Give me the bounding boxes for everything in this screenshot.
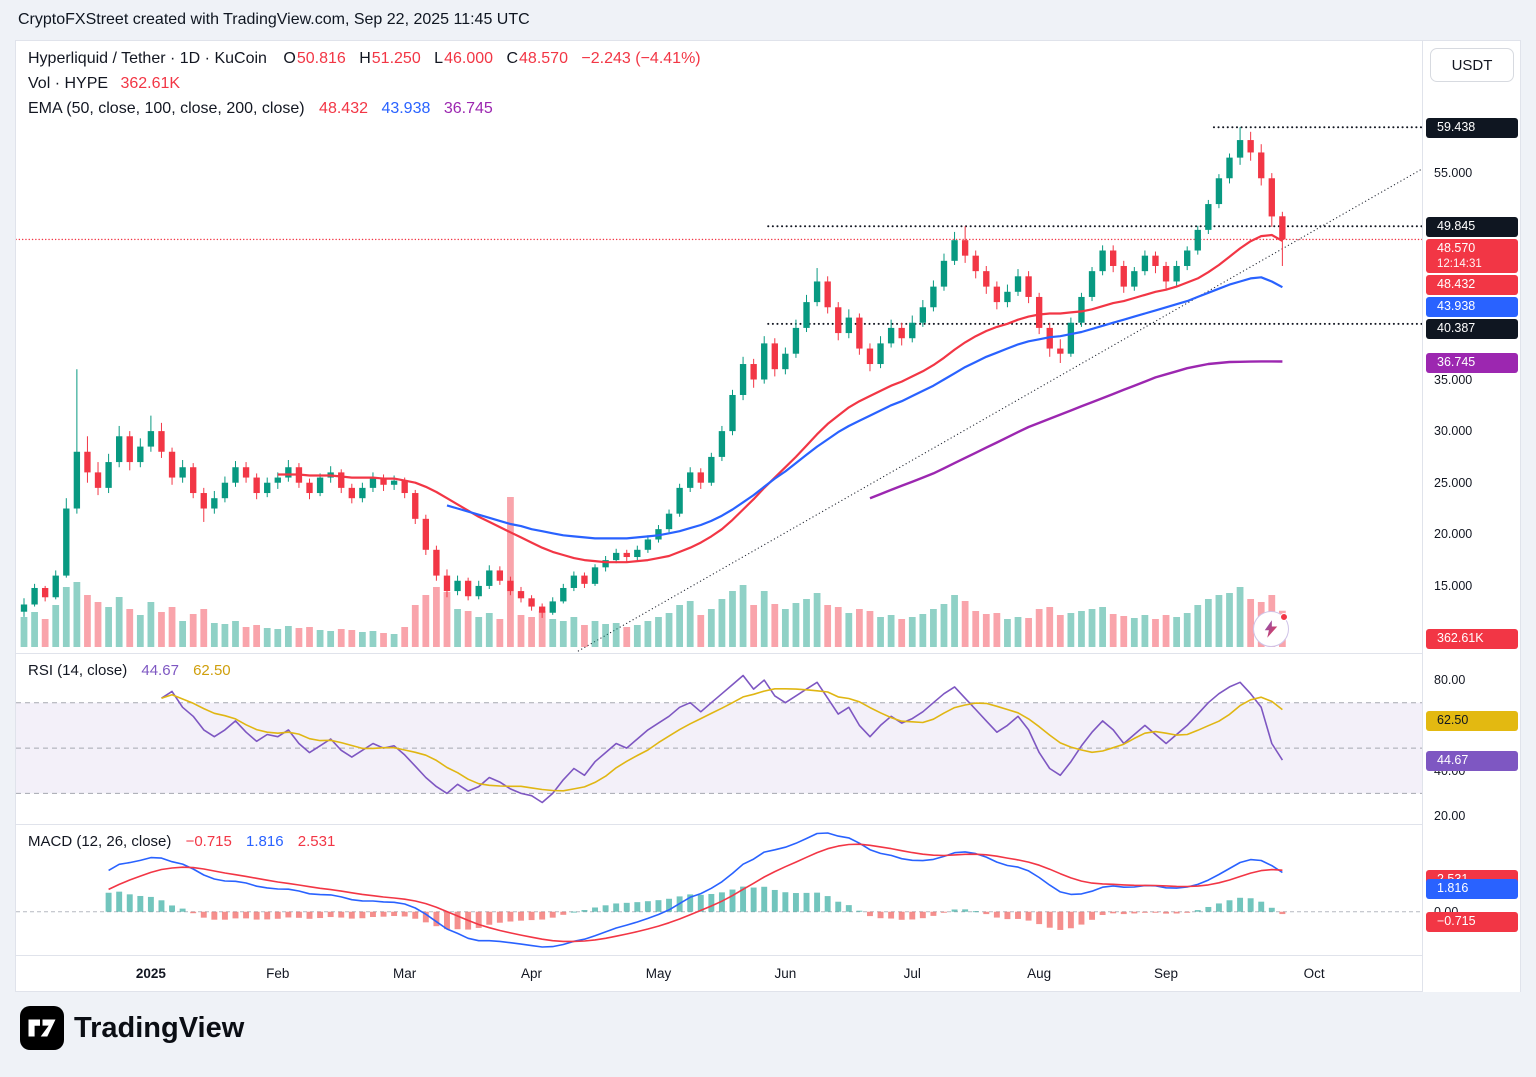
- axis-badge: 40.387: [1426, 319, 1518, 340]
- chart-card: Hyperliquid / Tether · 1D · KuCoin O50.8…: [15, 40, 1521, 992]
- axis-tick: 55.000: [1434, 166, 1473, 181]
- high-value: 51.250: [371, 50, 421, 67]
- axis-tick: 15.000: [1434, 578, 1473, 593]
- flash-boost-button[interactable]: [1253, 611, 1289, 647]
- time-label: Oct: [1303, 966, 1325, 981]
- symbol-title: Hyperliquid / Tether · 1D · KuCoin: [28, 50, 267, 67]
- time-label: Feb: [266, 966, 290, 981]
- volume-label: Vol · HYPE: [28, 75, 109, 92]
- axis-badge: 59.438: [1426, 118, 1518, 139]
- ema50-value: 48.432: [319, 100, 368, 117]
- axis-badge: 362.61K: [1426, 629, 1518, 649]
- time-label: May: [645, 966, 672, 981]
- axis-tick: 25.000: [1434, 475, 1473, 490]
- open-label: O: [283, 50, 296, 67]
- time-axis[interactable]: 2025 Feb Mar Apr May Jun Jul Aug Sep Oct: [16, 955, 1422, 992]
- close-label: C: [506, 50, 519, 67]
- rsi-canvas[interactable]: [16, 654, 1422, 824]
- axis-badge: 43.938: [1426, 297, 1518, 318]
- notification-dot: [1280, 613, 1288, 621]
- axis-badge: 62.50: [1426, 710, 1518, 731]
- close-value: 48.570: [519, 50, 568, 67]
- ema100-value: 43.938: [381, 100, 431, 117]
- time-label: Jul: [903, 966, 921, 981]
- attribution-bar: CryptoFXStreet created with TradingView.…: [0, 0, 1536, 40]
- axis-badge: 44.67: [1426, 751, 1518, 772]
- axis-badge: 48.432: [1426, 275, 1518, 296]
- macd-legend: MACD (12, 26, close) −0.715 1.816 2.531: [28, 833, 345, 850]
- axis-tick: 30.000: [1434, 424, 1473, 439]
- axis-tick: 20.000: [1434, 527, 1473, 542]
- rsi-label: RSI (14, close): [28, 662, 128, 679]
- macd-pane[interactable]: MACD (12, 26, close) −0.715 1.816 2.531: [16, 825, 1422, 955]
- open-value: 50.816: [296, 50, 346, 67]
- time-label: Aug: [1027, 966, 1052, 981]
- axis-tick: 20.00: [1434, 809, 1466, 824]
- time-label: Jun: [774, 966, 797, 981]
- attribution-text: CryptoFXStreet created with TradingView.…: [18, 11, 530, 28]
- footer: TradingView: [0, 992, 1536, 1077]
- volume-value: 362.61K: [120, 75, 181, 92]
- macd-line-value: 1.816: [246, 833, 284, 850]
- pane-separator[interactable]: [16, 824, 1422, 825]
- axis-badge: 1.816: [1426, 879, 1518, 900]
- time-label: Mar: [393, 966, 417, 981]
- tradingview-wordmark[interactable]: TradingView: [74, 1012, 245, 1044]
- tradingview-logo[interactable]: [20, 1006, 64, 1050]
- low-value: 46.000: [444, 50, 494, 67]
- change-value: −2.243 (−4.41%): [581, 50, 701, 67]
- axis-badge: 36.745: [1426, 352, 1518, 373]
- ema-label: EMA (50, close, 100, close, 200, close): [28, 100, 305, 117]
- macd-hist-value: −0.715: [185, 833, 232, 850]
- price-axis[interactable]: USDT 55.000 35.000 30.000 25.000 20.000 15.00…: [1422, 41, 1520, 992]
- rsi-ma-value: 62.50: [193, 662, 231, 679]
- rsi-legend: RSI (14, close) 44.67 62.50: [28, 662, 241, 679]
- low-label: L: [434, 50, 444, 67]
- pane-separator[interactable]: [16, 653, 1422, 654]
- macd-canvas[interactable]: [16, 825, 1422, 955]
- axis-tick: 80.00: [1434, 673, 1466, 688]
- axis-badge: −0.715: [1426, 911, 1518, 932]
- currency-toggle-button[interactable]: USDT: [1430, 48, 1514, 82]
- rsi-pane[interactable]: RSI (14, close) 44.67 62.50: [16, 654, 1422, 824]
- axis-badge: 49.845: [1426, 217, 1518, 238]
- time-label: Apr: [521, 966, 543, 981]
- price-chart-pane[interactable]: Hyperliquid / Tether · 1D · KuCoin O50.8…: [16, 41, 1422, 653]
- high-label: H: [359, 50, 371, 67]
- candlestick-canvas[interactable]: [16, 41, 1422, 653]
- axis-badge: 48.570 12:14:31: [1426, 239, 1518, 274]
- time-label: 2025: [135, 966, 166, 981]
- ema200-value: 36.745: [443, 100, 493, 117]
- macd-label: MACD (12, 26, close): [28, 833, 172, 850]
- main-legend: Hyperliquid / Tether · 1D · KuCoin O50.8…: [28, 50, 701, 125]
- lightning-icon: [1264, 620, 1278, 638]
- macd-signal-value: 2.531: [297, 833, 336, 850]
- time-label: Sep: [1154, 966, 1179, 981]
- rsi-value: 44.67: [141, 662, 179, 679]
- axis-tick: 35.000: [1434, 372, 1473, 387]
